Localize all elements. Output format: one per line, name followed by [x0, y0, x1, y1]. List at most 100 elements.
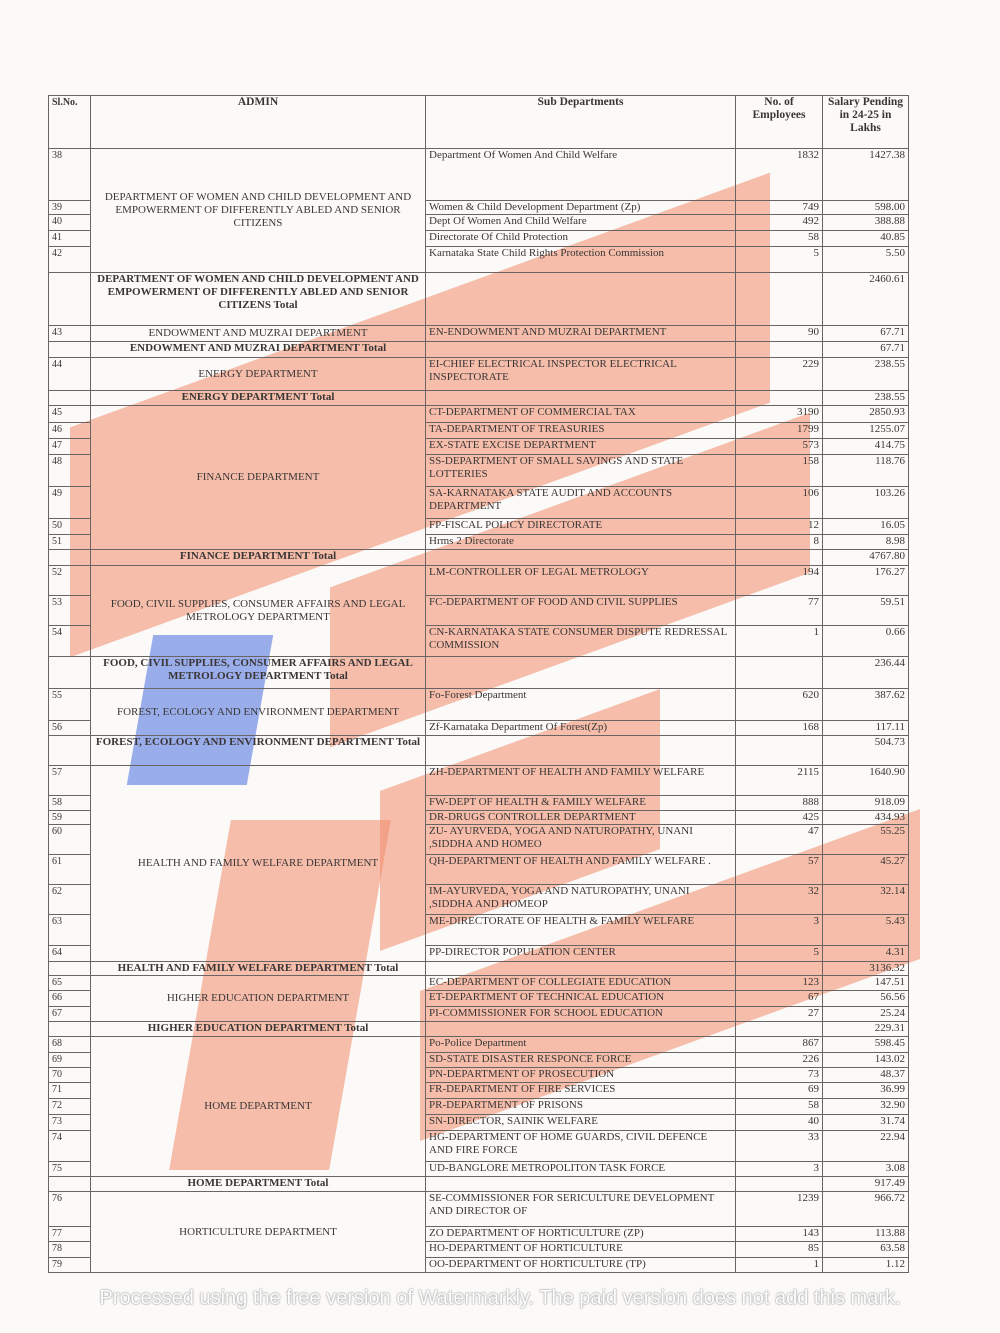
table-row: 53 FC-DEPARTMENT OF FOOD AND CIVIL SUPPLI… [48, 595, 909, 626]
salary-pending: 918.09 [822, 795, 909, 811]
sub-department: TA-DEPARTMENT OF TREASURIES [425, 422, 736, 439]
sub-department: Fo-Forest Department [425, 688, 736, 721]
sub-department: Karnataka State Child Rights Protection … [425, 246, 736, 273]
sl-no: 61 [48, 854, 91, 885]
salary-pending: 22.94 [822, 1130, 909, 1162]
employee-count: 12 [735, 518, 823, 535]
table-row: 52 FOOD, CIVIL SUPPLIES, CONSUMER AFFAIRS… [48, 565, 909, 657]
table-row: 77 ZO DEPARTMENT OF HORTICULTURE (ZP) 143 1… [48, 1226, 909, 1242]
header-admin: ADMIN [90, 95, 426, 149]
sub-department-empty [425, 656, 736, 689]
sl-no: 44 [48, 357, 91, 391]
sub-department: Women & Child Development Department (Zp… [425, 200, 736, 215]
sl-no: 50 [48, 518, 91, 535]
sub-department: PR-DEPARTMENT OF PRISONS [425, 1098, 736, 1115]
header-salary-pending: Salary Pending in 24-25 in Lakhs [822, 95, 909, 149]
sub-department: QH-DEPARTMENT OF HEALTH AND FAMILY WELFA… [425, 854, 736, 885]
sl-no-empty [48, 656, 91, 689]
sub-department-empty [425, 1021, 736, 1037]
sl-no: 48 [48, 454, 91, 487]
sl-no: 74 [48, 1130, 91, 1162]
employee-count: 58 [735, 1098, 823, 1115]
sl-no: 63 [48, 914, 91, 946]
employee-count: 2115 [735, 765, 823, 796]
sub-department: FR-DEPARTMENT OF FIRE SERVICES [425, 1082, 736, 1099]
table-header-row: Sl.No. ADMIN Sub Departments No. of Empl… [48, 95, 909, 149]
salary-pending-table: Sl.No. ADMIN Sub Departments No. of Empl… [48, 95, 909, 1273]
sub-department: EC-DEPARTMENT OF COLLEGIATE EDUCATION [425, 975, 736, 991]
table-row: 62 IM-AYURVEDA, YOGA AND NATUROPATHY, UNA… [48, 884, 909, 915]
sl-no: 78 [48, 1241, 91, 1258]
sl-no-empty [48, 341, 91, 358]
salary-pending: 118.76 [822, 454, 909, 487]
header-sl-no: Sl.No. [48, 95, 91, 149]
sub-department: Dept Of Women And Child Welfare [425, 214, 736, 231]
employee-count: 47 [735, 824, 823, 855]
sl-no-empty [48, 735, 91, 766]
salary-pending: 25.24 [822, 1006, 909, 1022]
total-label: HEALTH AND FAMILY WELFARE DEPARTMENT Tot… [90, 961, 426, 976]
sl-no-empty [48, 549, 91, 566]
total-row: HIGHER EDUCATION DEPARTMENT Total 229.31 [48, 1021, 909, 1037]
total-label: FOOD, CIVIL SUPPLIES, CONSUMER AFFAIRS A… [90, 656, 426, 689]
table-row: 55 FOREST, ECOLOGY AND ENVIRONMENT DEPART… [48, 688, 909, 736]
salary-pending: 5.50 [822, 246, 909, 273]
sub-department: PP-DIRECTOR POPULATION CENTER [425, 945, 736, 962]
table-row: 64 PP-DIRECTOR POPULATION CENTER 5 4.31 [48, 945, 909, 962]
salary-pending: 55.25 [822, 824, 909, 855]
sl-no: 72 [48, 1098, 91, 1115]
employee-count: 32 [735, 884, 823, 915]
salary-pending: 36.99 [822, 1082, 909, 1099]
sl-no: 58 [48, 795, 91, 811]
admin-department: DEPARTMENT OF WOMEN AND CHILD DEVELOPMEN… [90, 148, 426, 273]
employee-count: 5 [735, 945, 823, 962]
admin-department: ENERGY DEPARTMENT [90, 357, 426, 391]
sub-department: SS-DEPARTMENT OF SMALL SAVINGS AND STATE… [425, 454, 736, 487]
table-row: 71 FR-DEPARTMENT OF FIRE SERVICES 69 36.99 [48, 1082, 909, 1099]
sub-department: UD-BANGLORE METROPOLITON TASK FORCE [425, 1161, 736, 1177]
employee-count: 85 [735, 1241, 823, 1258]
sub-department-empty [425, 390, 736, 406]
employee-count-empty [735, 961, 823, 976]
sl-no: 66 [48, 990, 91, 1007]
employee-count: 194 [735, 565, 823, 596]
sl-no: 45 [48, 405, 91, 423]
sub-department: LM-CONTROLLER OF LEGAL METROLOGY [425, 565, 736, 596]
sub-department-empty [425, 549, 736, 566]
watermark-footer-text: Processed using the free version of Wate… [99, 1287, 901, 1309]
table-row: 66 ET-DEPARTMENT OF TECHNICAL EDUCATION 67… [48, 990, 909, 1007]
employee-count: 8 [735, 534, 823, 550]
sl-no: 59 [48, 810, 91, 825]
salary-pending: 1255.07 [822, 422, 909, 439]
table-row: 79 OO-DEPARTMENT OF HORTICULTURE (TP) 1 1.1… [48, 1257, 909, 1273]
sl-no: 79 [48, 1257, 91, 1273]
sl-no: 71 [48, 1082, 91, 1099]
salary-pending: 387.62 [822, 688, 909, 721]
sub-department: Hrms 2 Directorate [425, 534, 736, 550]
sub-department: CN-KARNATAKA STATE CONSUMER DISPUTE REDR… [425, 625, 736, 657]
sub-department-empty [425, 341, 736, 358]
admin-department: HIGHER EDUCATION DEPARTMENT [90, 975, 426, 1022]
employee-count: 1 [735, 625, 823, 657]
salary-pending: 16.05 [822, 518, 909, 535]
employee-count: 3 [735, 1161, 823, 1177]
sl-no-empty [48, 961, 91, 976]
header-sub-departments: Sub Departments [425, 95, 736, 149]
table-row: 57 HEALTH AND FAMILY WELFARE DEPARTMENT ZH… [48, 765, 909, 962]
sub-department: SA-KARNATAKA STATE AUDIT AND ACCOUNTS DE… [425, 486, 736, 519]
employee-count: 57 [735, 854, 823, 885]
employee-count: 3190 [735, 405, 823, 423]
total-label: ENDOWMENT AND MUZRAI DEPARTMENT Total [90, 341, 426, 358]
employee-count: 1832 [735, 148, 823, 201]
salary-total: 917.49 [822, 1176, 909, 1192]
table-row: 56 Zf-Karnataka Department Of Forest(Zp) 1… [48, 720, 909, 736]
sl-no: 40 [48, 214, 91, 231]
employee-count-empty [735, 549, 823, 566]
total-label: HOME DEPARTMENT Total [90, 1176, 426, 1192]
salary-pending: 1640.90 [822, 765, 909, 796]
salary-pending: 598.45 [822, 1036, 909, 1053]
salary-pending: 388.88 [822, 214, 909, 231]
total-row: ENERGY DEPARTMENT Total 238.55 [48, 390, 909, 406]
sub-department: FP-FISCAL POLICY DIRECTORATE [425, 518, 736, 535]
table-row: 50 FP-FISCAL POLICY DIRECTORATE 12 16.05 [48, 518, 909, 535]
